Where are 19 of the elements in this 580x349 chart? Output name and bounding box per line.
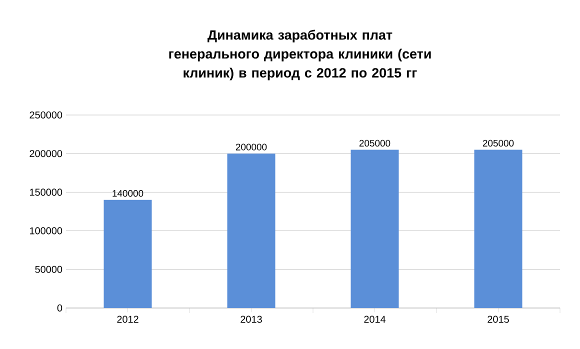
y-tick-label: 50000 <box>35 266 62 273</box>
bar <box>104 200 152 308</box>
y-tick-label: 200000 <box>30 150 62 158</box>
bar <box>350 150 399 308</box>
bar <box>474 150 522 308</box>
data-label: 200000 <box>236 144 267 150</box>
y-tick-label: 0 <box>57 304 62 312</box>
x-tick-label: 2012 <box>117 316 138 323</box>
bar <box>227 154 276 308</box>
data-label: 205000 <box>359 140 390 147</box>
y-tick-label: 250000 <box>30 111 62 119</box>
x-tick-label: 2013 <box>240 316 262 323</box>
x-tick-label: 2015 <box>488 316 509 323</box>
y-tick-label: 150000 <box>30 188 62 196</box>
data-label: 140000 <box>112 190 144 197</box>
x-tick-label: 2014 <box>364 316 386 323</box>
data-label: 205000 <box>482 140 514 147</box>
chart-title: Динамика заработных плат генерального директора клиники (сети клиник) в период с 2012 по 2015 гг <box>169 30 431 80</box>
y-tick-label: 100000 <box>30 227 62 234</box>
